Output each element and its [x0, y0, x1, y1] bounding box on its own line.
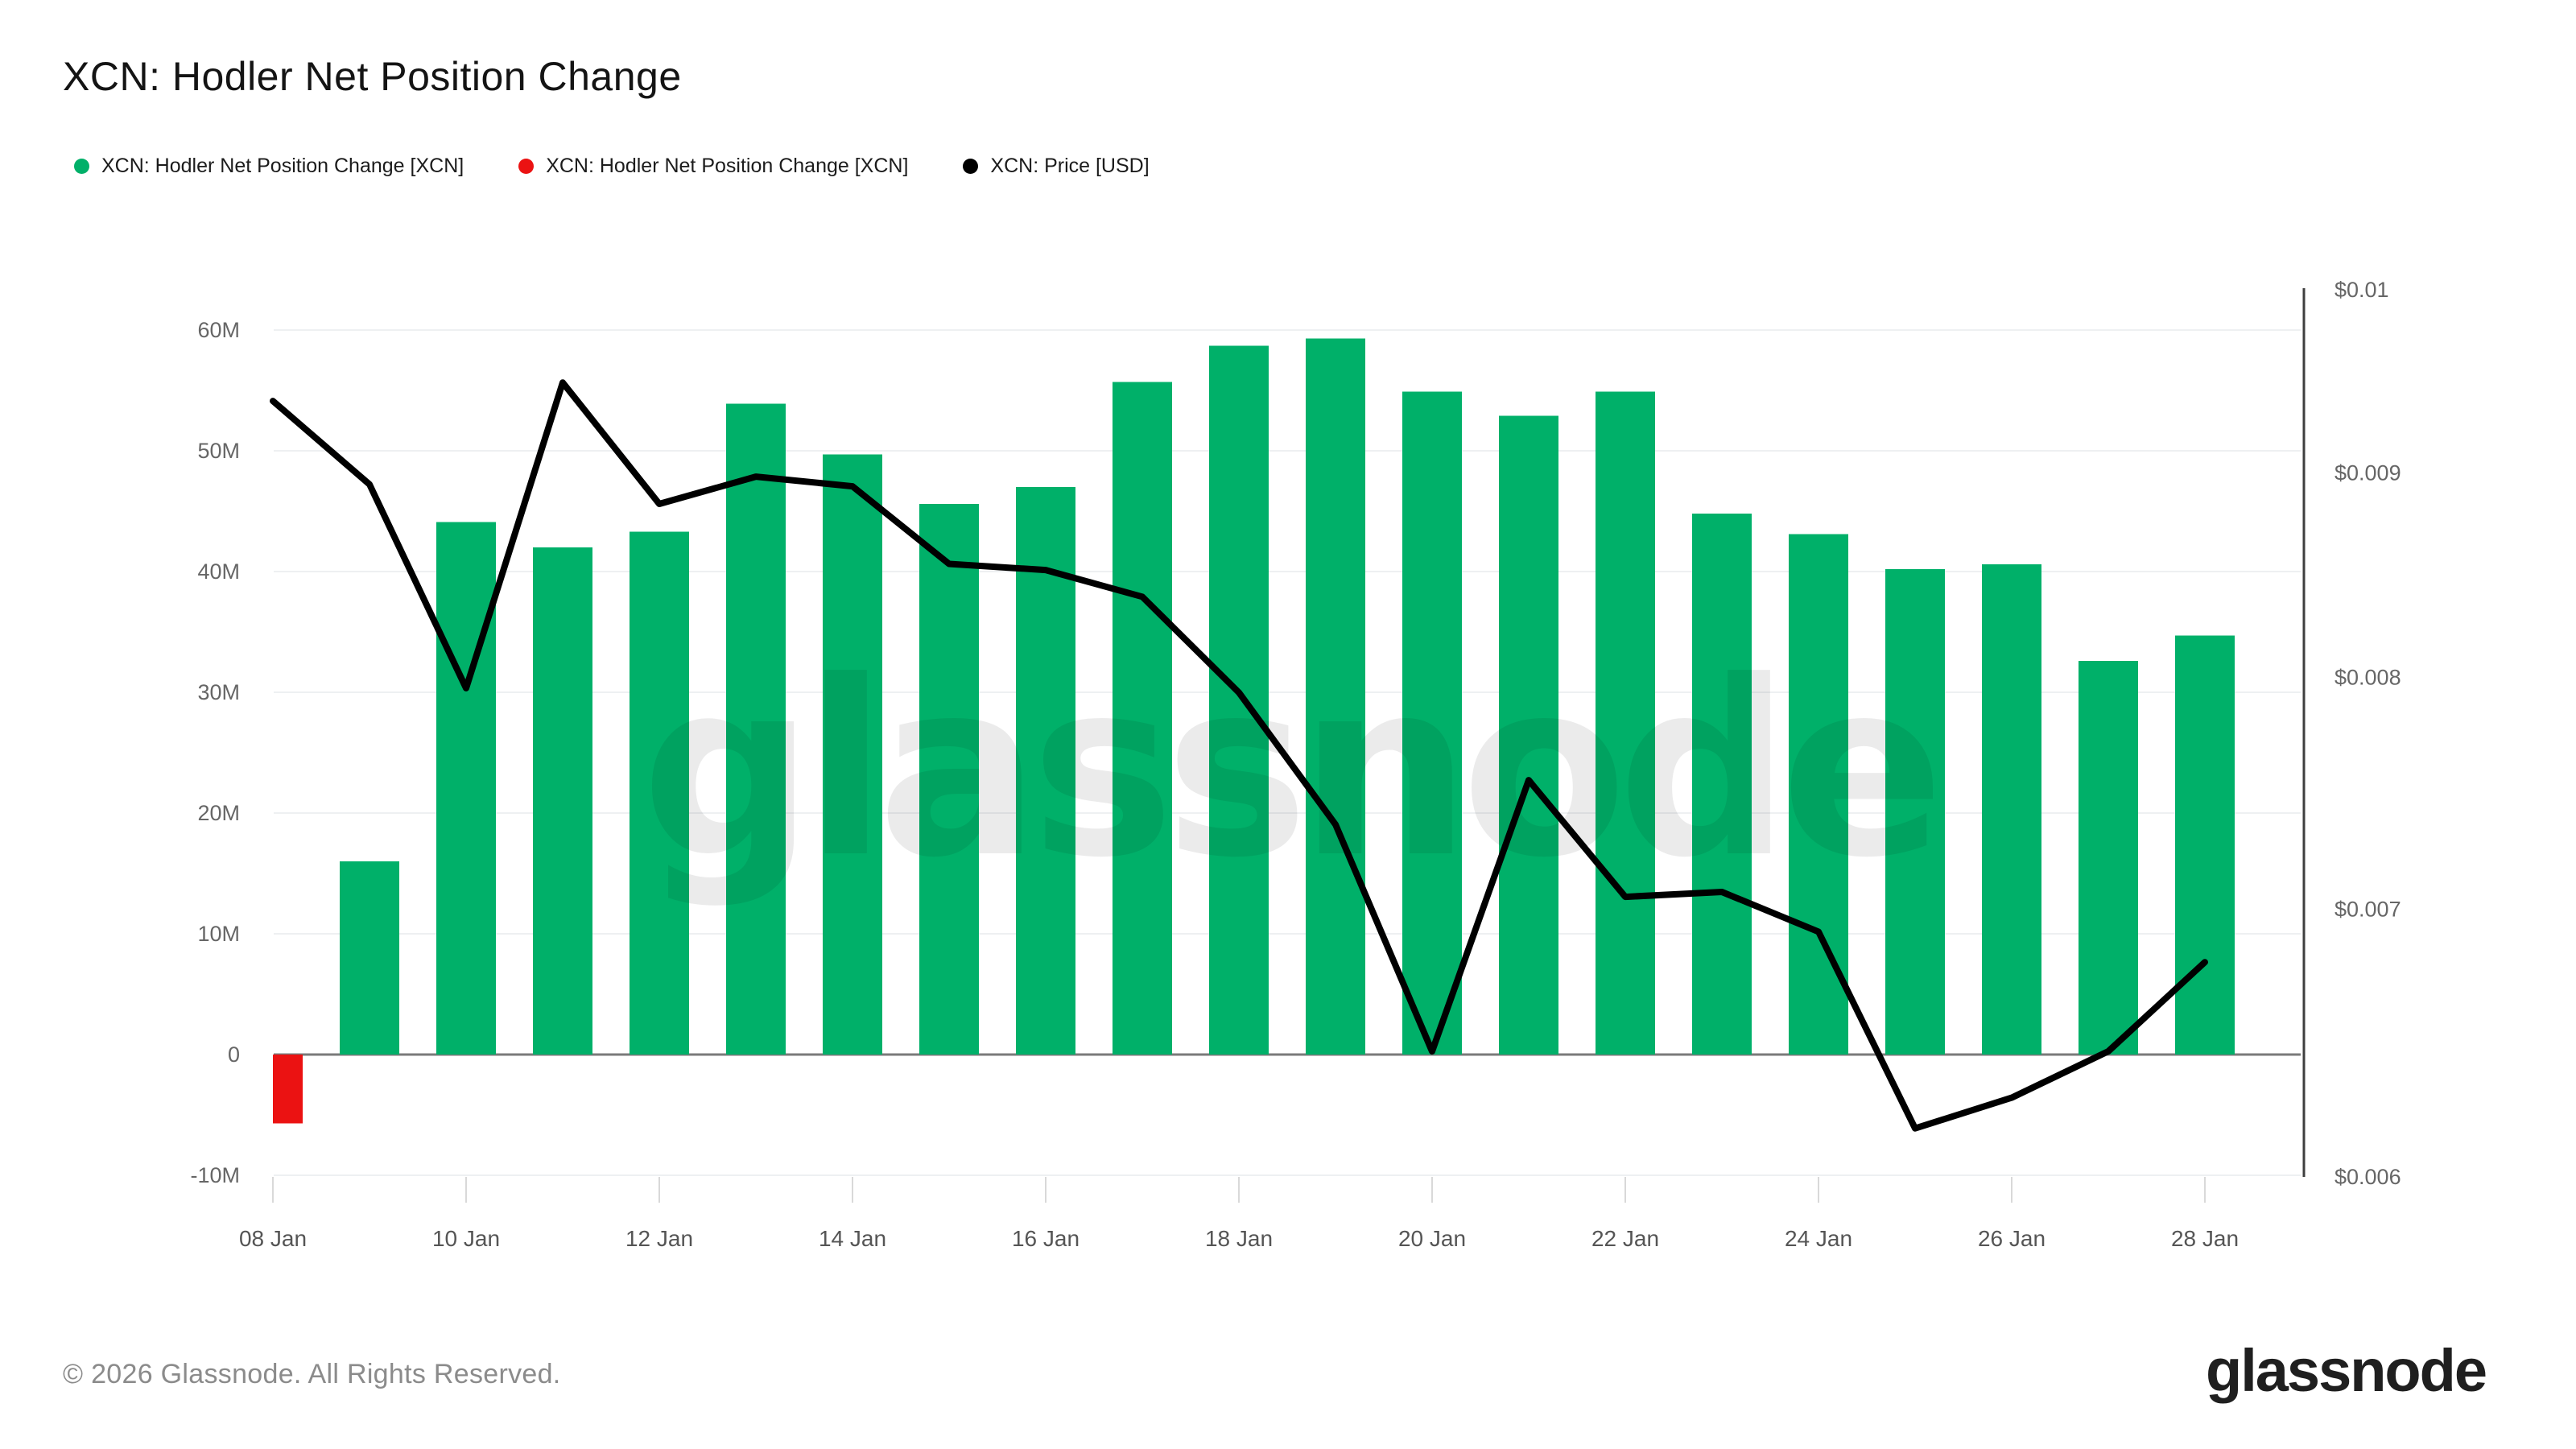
positive-bar[interactable]: [1113, 382, 1172, 1055]
positive-bar[interactable]: [2079, 661, 2138, 1055]
positive-bar[interactable]: [1209, 345, 1269, 1055]
x-axis-tick-label: 24 Jan: [1785, 1226, 1852, 1251]
gridlines: [274, 329, 2301, 1176]
legend-item-price[interactable]: XCN: Price [USD]: [963, 155, 1150, 178]
x-axis-labels: 08 Jan 10 Jan 12 Jan 14 Jan 16 Jan 18 Jan 20 J…: [239, 1226, 2239, 1251]
right-axis-tick-label: $0.008: [2334, 665, 2401, 689]
positive-bar[interactable]: [1692, 514, 1752, 1055]
legend-item-label: XCN: Hodler Net Position Change [XCN]: [546, 155, 909, 177]
x-axis-tick-label: 16 Jan: [1012, 1226, 1080, 1251]
watermark-text: glassnode: [641, 630, 1935, 910]
positive-bar[interactable]: [823, 454, 882, 1055]
positive-bar[interactable]: [1982, 564, 2041, 1055]
page-title: XCN: Hodler Net Position Change: [63, 54, 682, 99]
positive-bar[interactable]: [630, 531, 689, 1055]
footer-copyright: © 2026 Glassnode. All Rights Reserved.: [63, 1359, 561, 1389]
left-axis-tick-label: 20M: [197, 801, 240, 825]
left-axis-tick-label: -10M: [190, 1163, 240, 1187]
positive-bar[interactable]: [919, 504, 979, 1055]
x-axis-ticks: [272, 1177, 2206, 1203]
x-axis-tick-label: 28 Jan: [2171, 1226, 2239, 1251]
negative-bar[interactable]: [243, 1055, 303, 1124]
hodler-net-position-change-chart[interactable]: glassnode60M50M40M30M20M10M0-10M$0.01$0.…: [0, 242, 2576, 1272]
red-legend-dot-icon: [518, 159, 535, 174]
glassnode-logo: glassnode: [2206, 1337, 2487, 1404]
positive-bar[interactable]: [1885, 569, 1945, 1055]
positive-bar[interactable]: [1306, 338, 1365, 1055]
right-axis-tick-label: $0.006: [2334, 1165, 2401, 1189]
right-axis-tick-label: $0.01: [2334, 278, 2389, 302]
x-axis-tick-label: 18 Jan: [1205, 1226, 1273, 1251]
right-axis-tick-label: $0.007: [2334, 897, 2401, 921]
legend: XCN: Hodler Net Position Change [XCN] XC…: [74, 155, 1150, 178]
price-line[interactable]: [270, 379, 2208, 1132]
legend-item-hodler-net-position-positive[interactable]: XCN: Hodler Net Position Change [XCN]: [74, 155, 464, 178]
positive-bar[interactable]: [340, 861, 399, 1055]
left-axis-tick-label: 60M: [197, 318, 240, 342]
right-axis-tick-label: $0.009: [2334, 460, 2401, 485]
left-axis-tick-label: 50M: [197, 439, 240, 463]
positive-bar[interactable]: [436, 522, 496, 1055]
net-position-bars: [243, 338, 2235, 1124]
positive-bar[interactable]: [1596, 391, 1655, 1055]
x-axis-tick-label: 08 Jan: [239, 1226, 307, 1251]
left-axis-labels: 60M 50M 40M 30M 20M 10M 0 -10M: [190, 318, 240, 1187]
legend-item-label: XCN: Price [USD]: [990, 155, 1150, 177]
legend-item-label: XCN: Hodler Net Position Change [XCN]: [101, 155, 464, 177]
left-axis-tick-label: 10M: [197, 922, 240, 946]
positive-bar[interactable]: [726, 403, 786, 1055]
x-axis-tick-label: 22 Jan: [1591, 1226, 1659, 1251]
left-axis-tick-label: 40M: [197, 559, 240, 584]
green-legend-dot-icon: [74, 159, 89, 174]
x-axis-tick-label: 26 Jan: [1978, 1226, 2046, 1251]
left-axis-tick-label: 0: [228, 1042, 240, 1067]
x-axis-tick-label: 12 Jan: [625, 1226, 693, 1251]
black-legend-dot-icon: [963, 159, 979, 174]
positive-bar[interactable]: [1499, 415, 1558, 1055]
legend-item-hodler-net-position-negative[interactable]: XCN: Hodler Net Position Change [XCN]: [518, 155, 908, 178]
positive-bar[interactable]: [1402, 391, 1462, 1055]
positive-bar[interactable]: [2175, 635, 2235, 1055]
x-axis-tick-label: 14 Jan: [819, 1226, 886, 1251]
positive-bar[interactable]: [1016, 487, 1075, 1055]
x-axis-tick-label: 10 Jan: [432, 1226, 500, 1251]
positive-bar[interactable]: [533, 547, 592, 1055]
left-axis-tick-label: 30M: [197, 680, 240, 704]
x-axis-tick-label: 20 Jan: [1398, 1226, 1466, 1251]
right-axis-labels: $0.01 $0.009 $0.008 $0.007 $0.006: [2334, 278, 2401, 1189]
